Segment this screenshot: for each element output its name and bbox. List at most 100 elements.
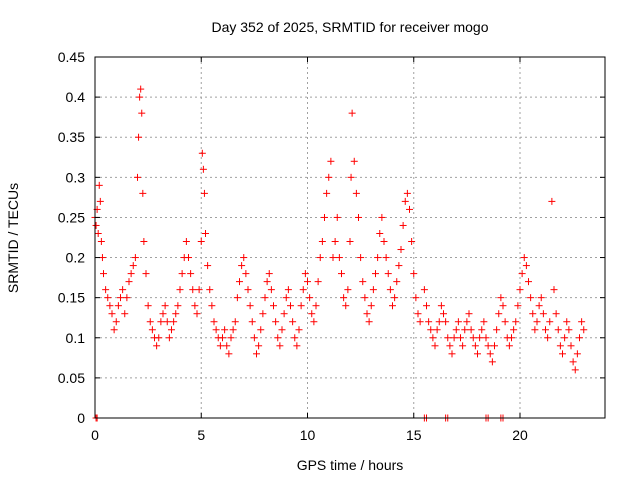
data-point: [321, 213, 328, 221]
data-point: [119, 286, 127, 294]
data-point: [465, 310, 473, 318]
data-point: [537, 294, 545, 302]
data-point: [168, 326, 175, 334]
data-point: [212, 326, 220, 334]
data-point: [276, 342, 284, 350]
data-point: [280, 310, 288, 318]
data-point: [136, 93, 144, 101]
data-point: [267, 286, 275, 294]
data-point: [185, 254, 192, 262]
data-point: [544, 334, 552, 342]
data-point: [361, 294, 369, 302]
data-point: [535, 302, 543, 310]
data-point: [153, 342, 161, 350]
data-point: [420, 286, 428, 294]
data-point: [478, 326, 486, 334]
data-point: [114, 302, 122, 310]
x-tick-label: 15: [406, 427, 422, 443]
data-point: [108, 310, 116, 318]
y-axis-ticks: 0 0.05 0.1 0.15 0.2 0.25 0.3 0.35 0.4 0.45: [58, 49, 605, 426]
data-point: [497, 294, 505, 302]
data-point: [102, 286, 110, 294]
data-point: [227, 334, 235, 342]
data-point: [525, 278, 532, 286]
data-point: [491, 342, 498, 350]
data-point: [406, 205, 413, 213]
data-point: [135, 133, 143, 141]
data-point: [310, 318, 318, 326]
data-point: [100, 270, 107, 278]
y-tick-label: 0: [77, 410, 85, 426]
data-point: [282, 294, 290, 302]
data-point: [206, 286, 214, 294]
data-point: [501, 318, 509, 326]
data-point: [389, 302, 396, 310]
data-point: [112, 318, 120, 326]
data-point: [533, 318, 541, 326]
data-point: [335, 254, 343, 262]
data-point: [274, 334, 282, 342]
data-point: [176, 286, 184, 294]
data-point: [446, 342, 454, 350]
data-point: [520, 254, 528, 262]
data-point: [316, 254, 324, 262]
y-tick-label: 0.25: [58, 209, 85, 225]
data-point: [148, 326, 156, 334]
data-point: [287, 302, 294, 310]
data-point: [359, 278, 367, 286]
data-point: [163, 318, 171, 326]
y-tick-label: 0.15: [58, 290, 85, 306]
data-point: [476, 334, 484, 342]
data-point: [561, 334, 569, 342]
data-point: [355, 213, 362, 221]
data-point: [529, 310, 537, 318]
data-point: [347, 173, 355, 181]
x-axis-ticks: 0 5 10 15 20: [91, 57, 528, 443]
data-point: [352, 189, 360, 197]
data-point: [571, 366, 579, 374]
y-tick-label: 0.3: [66, 169, 86, 185]
data-point: [444, 334, 452, 342]
data-point: [425, 318, 433, 326]
data-point: [246, 302, 254, 310]
data-point: [178, 270, 186, 278]
data-point: [516, 286, 524, 294]
data-point: [94, 229, 102, 237]
data-point: [471, 342, 479, 350]
data-point: [155, 334, 163, 342]
data-point: [323, 189, 331, 197]
data-point: [348, 109, 356, 117]
data-point: [248, 318, 256, 326]
data-point: [546, 318, 554, 326]
data-point: [495, 310, 503, 318]
data-point: [340, 294, 348, 302]
data-point: [318, 238, 326, 246]
data-point: [386, 286, 394, 294]
data-point: [223, 342, 231, 350]
data-point: [146, 318, 154, 326]
data-point: [378, 213, 386, 221]
data-point: [505, 342, 513, 350]
data-point: [457, 334, 464, 342]
data-point: [312, 302, 320, 310]
data-point: [548, 197, 556, 205]
data-point: [410, 270, 418, 278]
data-point: [539, 310, 547, 318]
data-point: [397, 246, 405, 254]
data-point: [344, 286, 352, 294]
data-point: [265, 270, 273, 278]
data-point: [221, 326, 229, 334]
data-point: [142, 270, 150, 278]
data-point: [138, 109, 146, 117]
x-tick-label: 5: [197, 427, 205, 443]
data-point: [284, 286, 292, 294]
data-point: [512, 318, 520, 326]
data-point: [431, 342, 439, 350]
data-point: [110, 326, 118, 334]
data-point: [261, 294, 269, 302]
data-point: [219, 334, 226, 342]
data-point: [342, 302, 350, 310]
data-point: [127, 270, 135, 278]
data-point: [569, 358, 577, 366]
data-point: [182, 238, 190, 246]
